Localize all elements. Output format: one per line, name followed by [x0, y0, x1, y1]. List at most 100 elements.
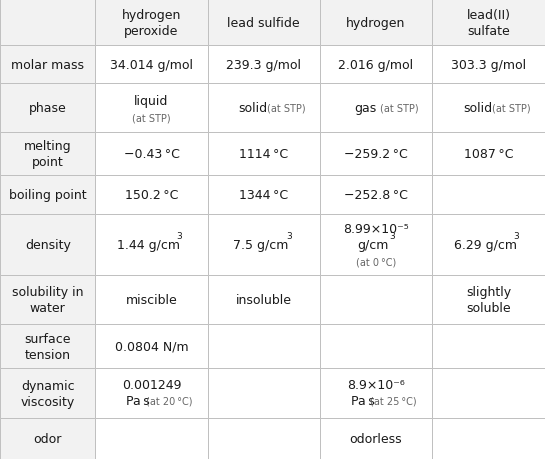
Bar: [320, 276, 432, 324]
Bar: [0, 176, 95, 214]
Bar: [95, 133, 208, 176]
Text: hydrogen
peroxide: hydrogen peroxide: [122, 9, 181, 38]
Text: melting
point: melting point: [24, 140, 71, 169]
Bar: [95, 84, 208, 133]
Text: 8.9×10⁻⁶: 8.9×10⁻⁶: [347, 378, 405, 391]
Bar: [320, 369, 432, 418]
Bar: [432, 418, 545, 459]
Text: gas: gas: [354, 102, 376, 115]
Bar: [0, 418, 95, 459]
Bar: [432, 324, 545, 369]
Text: slightly
soluble: slightly soluble: [466, 285, 511, 314]
Bar: [432, 276, 545, 324]
Bar: [208, 214, 320, 276]
Text: solubility in
water: solubility in water: [12, 285, 83, 314]
Text: 0.0804 N/m: 0.0804 N/m: [114, 340, 189, 353]
Text: odor: odor: [33, 432, 62, 445]
Bar: [208, 324, 320, 369]
Text: solid: solid: [463, 102, 492, 115]
Bar: [208, 418, 320, 459]
Text: phase: phase: [29, 102, 66, 115]
Text: hydrogen: hydrogen: [347, 17, 405, 29]
Text: 3: 3: [513, 231, 519, 241]
Bar: [95, 0, 208, 46]
Text: 1344 °C: 1344 °C: [239, 189, 288, 202]
Bar: [95, 276, 208, 324]
Text: 7.5 g/cm: 7.5 g/cm: [233, 238, 288, 252]
Bar: [208, 46, 320, 84]
Bar: [432, 133, 545, 176]
Text: 1087 °C: 1087 °C: [464, 148, 513, 161]
Bar: [432, 84, 545, 133]
Bar: [95, 214, 208, 276]
Bar: [208, 276, 320, 324]
Bar: [320, 0, 432, 46]
Bar: [320, 133, 432, 176]
Bar: [0, 46, 95, 84]
Text: 150.2 °C: 150.2 °C: [125, 189, 178, 202]
Text: surface
tension: surface tension: [25, 332, 71, 361]
Bar: [0, 324, 95, 369]
Text: 8.99×10⁻⁵: 8.99×10⁻⁵: [343, 223, 409, 236]
Text: insoluble: insoluble: [236, 293, 292, 307]
Text: Pa s: Pa s: [126, 394, 150, 408]
Text: (at STP): (at STP): [132, 113, 171, 123]
Bar: [432, 46, 545, 84]
Text: (at STP): (at STP): [268, 103, 306, 113]
Bar: [320, 324, 432, 369]
Text: density: density: [25, 238, 71, 252]
Text: lead sulfide: lead sulfide: [227, 17, 300, 29]
Bar: [432, 0, 545, 46]
Text: 3: 3: [389, 231, 395, 241]
Bar: [432, 369, 545, 418]
Text: 1.44 g/cm: 1.44 g/cm: [117, 238, 180, 252]
Bar: [95, 46, 208, 84]
Text: 6.29 g/cm: 6.29 g/cm: [454, 238, 517, 252]
Bar: [95, 369, 208, 418]
Bar: [432, 214, 545, 276]
Bar: [208, 0, 320, 46]
Bar: [0, 214, 95, 276]
Bar: [208, 176, 320, 214]
Bar: [95, 418, 208, 459]
Text: 239.3 g/mol: 239.3 g/mol: [226, 59, 301, 72]
Bar: [208, 369, 320, 418]
Bar: [0, 369, 95, 418]
Text: miscible: miscible: [126, 293, 177, 307]
Bar: [320, 214, 432, 276]
Text: 0.001249: 0.001249: [122, 378, 181, 391]
Text: (at 20 °C): (at 20 °C): [146, 396, 192, 406]
Text: 1114 °C: 1114 °C: [239, 148, 288, 161]
Bar: [0, 0, 95, 46]
Text: −252.8 °C: −252.8 °C: [344, 189, 408, 202]
Bar: [320, 46, 432, 84]
Bar: [432, 176, 545, 214]
Bar: [320, 176, 432, 214]
Text: dynamic
viscosity: dynamic viscosity: [21, 379, 75, 408]
Text: solid: solid: [238, 102, 268, 115]
Text: (at 25 °C): (at 25 °C): [370, 396, 417, 406]
Bar: [320, 84, 432, 133]
Text: odorless: odorless: [350, 432, 402, 445]
Bar: [320, 418, 432, 459]
Text: 2.016 g/mol: 2.016 g/mol: [338, 59, 414, 72]
Text: 303.3 g/mol: 303.3 g/mol: [451, 59, 526, 72]
Text: (at STP): (at STP): [492, 103, 531, 113]
Text: 3: 3: [286, 231, 292, 241]
Text: (at 0 °C): (at 0 °C): [356, 257, 396, 267]
Text: −0.43 °C: −0.43 °C: [124, 148, 179, 161]
Bar: [0, 84, 95, 133]
Text: (at STP): (at STP): [380, 103, 418, 113]
Text: 34.014 g/mol: 34.014 g/mol: [110, 59, 193, 72]
Bar: [208, 84, 320, 133]
Text: −259.2 °C: −259.2 °C: [344, 148, 408, 161]
Text: g/cm: g/cm: [358, 238, 389, 252]
Bar: [0, 133, 95, 176]
Bar: [0, 276, 95, 324]
Bar: [95, 176, 208, 214]
Text: lead(II)
sulfate: lead(II) sulfate: [467, 9, 511, 38]
Text: Pa s: Pa s: [350, 394, 374, 408]
Bar: [208, 133, 320, 176]
Text: boiling point: boiling point: [9, 189, 87, 202]
Bar: [95, 324, 208, 369]
